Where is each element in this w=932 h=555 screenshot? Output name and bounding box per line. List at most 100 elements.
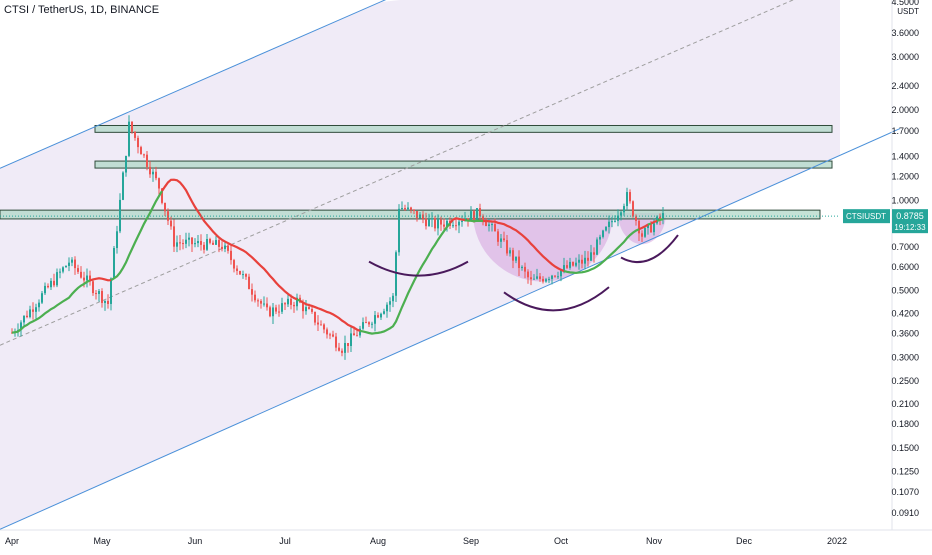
candle[interactable] [41, 291, 43, 305]
candle[interactable] [53, 273, 55, 288]
candle[interactable] [455, 217, 457, 231]
candle[interactable] [146, 151, 148, 171]
candle[interactable] [590, 244, 592, 261]
candle[interactable] [560, 269, 562, 282]
candle[interactable] [239, 270, 241, 275]
candle[interactable] [221, 241, 223, 252]
candle[interactable] [227, 244, 229, 254]
price-tag[interactable] [892, 209, 928, 234]
candle[interactable] [431, 212, 433, 228]
candle[interactable] [356, 330, 358, 337]
candle[interactable] [296, 293, 298, 311]
candle[interactable] [365, 316, 367, 324]
candle[interactable] [86, 268, 88, 288]
candle[interactable] [254, 290, 256, 303]
candle[interactable] [557, 271, 559, 280]
candle[interactable] [617, 209, 619, 227]
candle[interactable] [59, 268, 61, 279]
candle[interactable] [374, 311, 376, 332]
candle[interactable] [209, 237, 211, 245]
candle[interactable] [530, 270, 532, 286]
candle[interactable] [533, 274, 535, 280]
candle[interactable] [434, 215, 436, 232]
candle[interactable] [155, 166, 157, 181]
candle[interactable] [116, 225, 118, 254]
candle[interactable] [248, 273, 250, 290]
candle[interactable] [38, 299, 40, 312]
candle[interactable] [314, 311, 316, 326]
candle[interactable] [377, 312, 379, 319]
candle[interactable] [275, 304, 277, 315]
candle[interactable] [509, 247, 511, 257]
candle[interactable] [329, 332, 331, 340]
candle[interactable] [569, 257, 571, 270]
candle[interactable] [101, 288, 103, 308]
moving-average-line[interactable] [638, 223, 649, 231]
candle[interactable] [386, 302, 388, 318]
candle[interactable] [629, 189, 631, 204]
moving-average-line[interactable] [563, 228, 640, 275]
candle[interactable] [152, 169, 154, 182]
candle[interactable] [158, 177, 160, 196]
candle[interactable] [242, 270, 244, 279]
candle[interactable] [164, 202, 166, 217]
candle[interactable] [503, 231, 505, 242]
candle[interactable] [149, 161, 151, 178]
candle[interactable] [332, 330, 334, 338]
candle[interactable] [11, 328, 13, 334]
candle[interactable] [497, 228, 499, 246]
candle[interactable] [491, 221, 493, 232]
resistance-zone-3[interactable] [0, 209, 821, 220]
moving-average-line[interactable] [482, 219, 565, 273]
candle[interactable] [311, 306, 313, 314]
candle[interactable] [278, 304, 280, 317]
candle[interactable] [197, 235, 199, 248]
candle[interactable] [236, 265, 238, 276]
candle[interactable] [251, 283, 253, 302]
candle[interactable] [287, 294, 289, 307]
candle[interactable] [305, 300, 307, 315]
candle[interactable] [179, 234, 181, 251]
candle[interactable] [104, 300, 106, 311]
candle[interactable] [203, 241, 205, 254]
candle[interactable] [317, 315, 319, 332]
candle[interactable] [230, 244, 232, 265]
candle[interactable] [596, 237, 598, 256]
candle[interactable] [566, 260, 568, 269]
candle[interactable] [347, 342, 349, 353]
candle[interactable] [608, 215, 610, 234]
candle[interactable] [134, 131, 136, 141]
candle[interactable] [185, 232, 187, 249]
candle[interactable] [389, 297, 391, 312]
candle[interactable] [371, 321, 373, 329]
pattern-arc-1[interactable] [368, 260, 469, 277]
candle[interactable] [395, 250, 397, 303]
resistance-zone-2[interactable] [94, 160, 833, 169]
candle[interactable] [458, 219, 460, 234]
candle[interactable] [68, 257, 70, 272]
candle[interactable] [281, 297, 283, 314]
candle[interactable] [194, 238, 196, 248]
candle[interactable] [326, 327, 328, 339]
candle[interactable] [548, 276, 550, 284]
candle[interactable] [452, 221, 454, 228]
candle[interactable] [62, 266, 64, 274]
candle[interactable] [143, 153, 145, 158]
moving-average-line[interactable] [299, 299, 361, 332]
candle[interactable] [113, 245, 115, 279]
candle[interactable] [56, 268, 58, 288]
candle[interactable] [215, 236, 217, 246]
candle[interactable] [506, 234, 508, 256]
candle[interactable] [527, 269, 529, 284]
candle[interactable] [137, 135, 139, 154]
candle[interactable] [392, 292, 394, 308]
candle[interactable] [26, 310, 28, 319]
channel-middle-line[interactable] [0, 0, 840, 346]
candle[interactable] [338, 342, 340, 352]
candle[interactable] [620, 210, 622, 221]
candle[interactable] [641, 230, 643, 243]
candle[interactable] [524, 262, 526, 279]
candle[interactable] [572, 261, 574, 267]
candle[interactable] [263, 296, 265, 307]
